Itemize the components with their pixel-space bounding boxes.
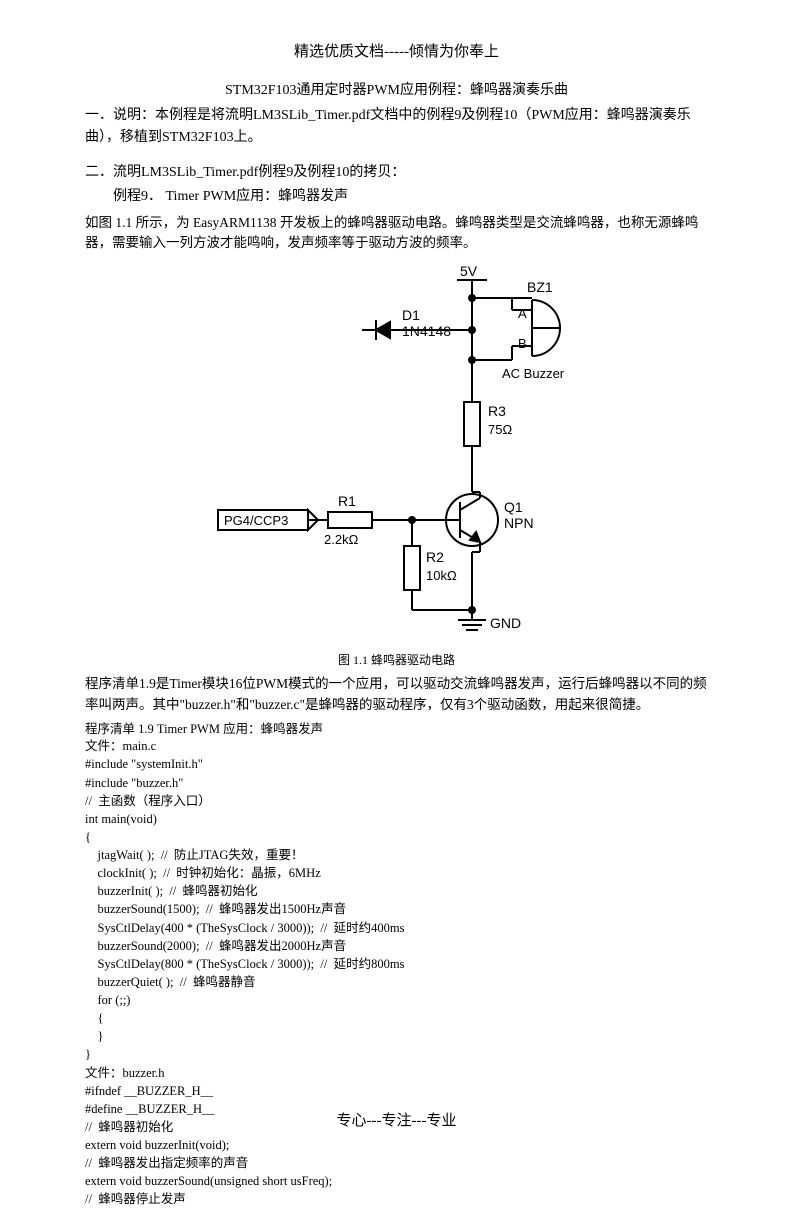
label-ac-buzzer: AC Buzzer [502, 366, 565, 381]
code-line: // 主函数（程序入口） [85, 794, 211, 808]
label-bz1: BZ1 [527, 279, 553, 295]
code-line: SysCtlDelay(400 * (TheSysClock / 3000));… [85, 921, 404, 935]
figure-caption: 图 1.1 蜂鸣器驱动电路 [85, 651, 708, 668]
code-line: 文件：buzzer.h [85, 1066, 165, 1080]
code-line: extern void buzzerSound(unsigned short u… [85, 1174, 332, 1188]
label-r2-val: 10kΩ [426, 568, 457, 583]
code-line: // 蜂鸣器发出指定频率的声音 [85, 1156, 248, 1170]
code-line: #ifndef __BUZZER_H__ [85, 1084, 213, 1098]
code-line: jtagWait( ); // 防止JTAG失效，重要！ [85, 848, 303, 862]
paragraph-2: 程序清单1.9是Timer模块16位PWM模式的一个应用，可以驱动交流蜂鸣器发声… [85, 674, 708, 716]
label-npn: NPN [504, 515, 534, 531]
code-line: { [85, 830, 91, 844]
code-line: 文件：main.c [85, 739, 156, 753]
code-line: buzzerSound(1500); // 蜂鸣器发出1500Hz声音 [85, 902, 346, 916]
code-listing-heading: 程序清单 1.9 Timer PWM 应用：蜂鸣器发声 [85, 718, 708, 737]
label-pin: PG4/CCP3 [224, 513, 288, 528]
example9-label: 例程9． Timer PWM应用：蜂鸣器发声 [85, 186, 708, 208]
label-a: A [518, 306, 527, 321]
label-5v: 5V [460, 263, 478, 279]
code-line: SysCtlDelay(800 * (TheSysClock / 3000));… [85, 957, 404, 971]
code-line: buzzerQuiet( ); // 蜂鸣器静音 [85, 975, 255, 989]
label-r1-val: 2.2kΩ [324, 532, 359, 547]
label-r2: R2 [426, 549, 444, 565]
label-q1: Q1 [504, 499, 523, 515]
code-line: for (;;) [85, 993, 130, 1007]
page-footer: 专心---专注---专业 [0, 1109, 793, 1130]
label-r3-val: 75Ω [488, 422, 512, 437]
label-gnd: GND [490, 615, 521, 631]
section-1: 一．说明：本例程是将流明LM3SLib_Timer.pdf文档中的例程9及例程1… [85, 105, 708, 150]
code-line: // 蜂鸣器停止发声 [85, 1192, 186, 1206]
page-header: 精选优质文档-----倾情为你奉上 [85, 40, 708, 61]
code-line: #include "systemInit.h" [85, 757, 203, 771]
circuit-diagram: 5V BZ1 A B AC Buzzer D1 1N4148 [85, 262, 708, 647]
code-line: #include "buzzer.h" [85, 776, 183, 790]
paragraph-1: 如图 1.1 所示，为 EasyARM1138 开发板上的蜂鸣器驱动电路。蜂鸣器… [85, 213, 708, 255]
code-line: } [85, 1047, 91, 1061]
code-line: buzzerInit( ); // 蜂鸣器初始化 [85, 884, 258, 898]
code-listing: 文件：main.c #include "systemInit.h" #inclu… [85, 737, 708, 1208]
label-r1: R1 [338, 493, 356, 509]
code-line: clockInit( ); // 时钟初始化：晶振，6MHz [85, 866, 321, 880]
label-b: B [518, 336, 527, 351]
code-line: int main(void) [85, 812, 157, 826]
document-title: STM32F103通用定时器PWM应用例程：蜂鸣器演奏乐曲 [85, 79, 708, 99]
code-line: { [85, 1011, 104, 1025]
code-line: extern void buzzerInit(void); [85, 1138, 229, 1152]
section-2-heading: 二．流明LM3SLib_Timer.pdf例程9及例程10的拷贝： [85, 162, 708, 184]
label-r3: R3 [488, 403, 506, 419]
code-line: } [85, 1029, 104, 1043]
label-d1: D1 [402, 307, 420, 323]
code-line: buzzerSound(2000); // 蜂鸣器发出2000Hz声音 [85, 939, 346, 953]
